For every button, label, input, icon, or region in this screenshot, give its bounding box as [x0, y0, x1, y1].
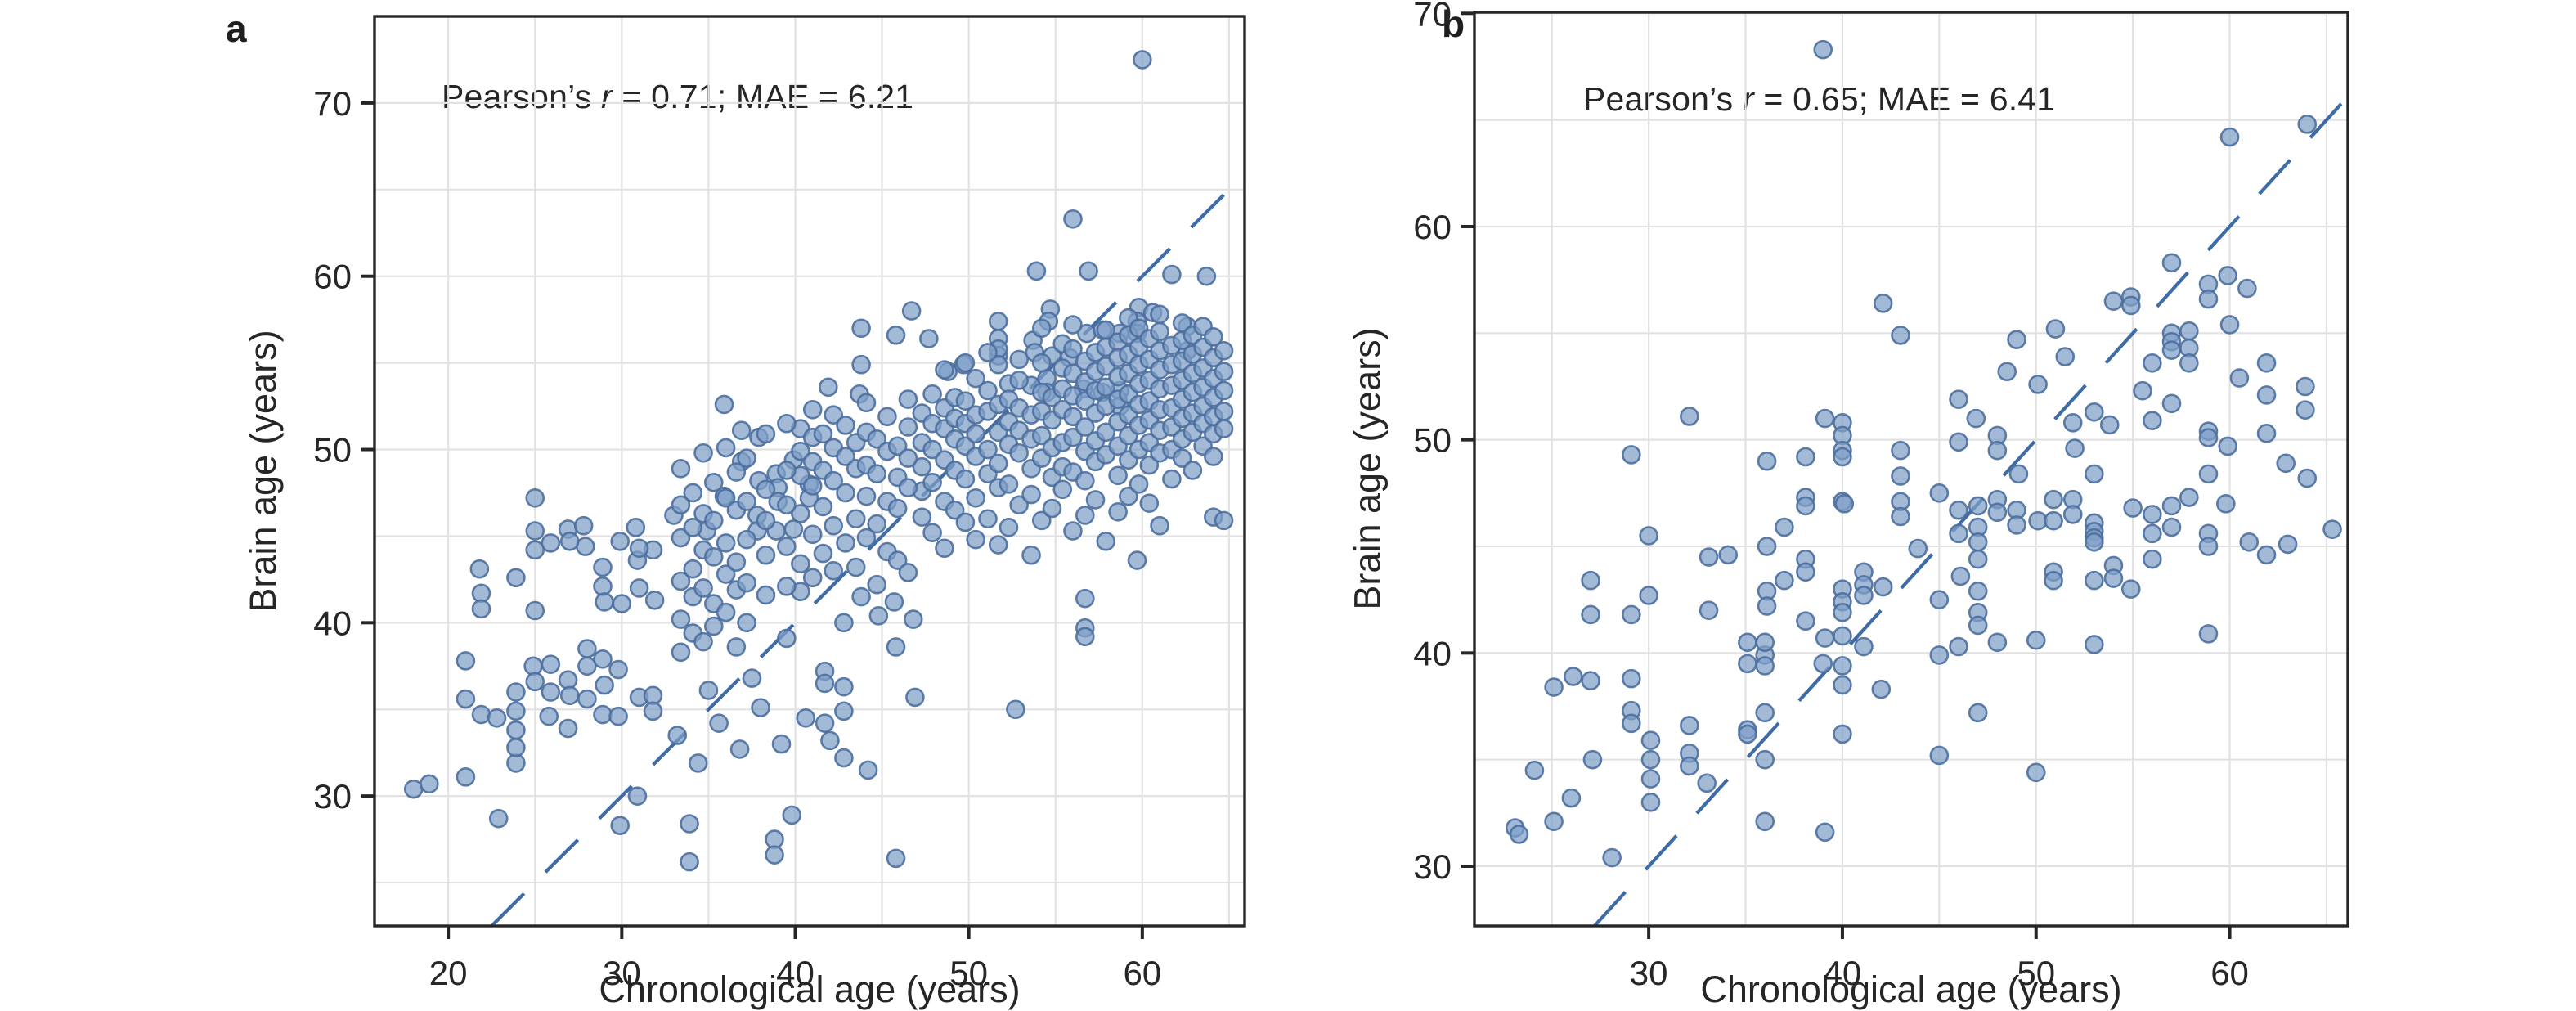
svg-text:50: 50: [949, 954, 988, 992]
panel-b-x-axis-title: Chronological age (years): [1700, 968, 2122, 1010]
svg-text:40: 40: [1824, 954, 1862, 992]
scatter-points: [403, 50, 1234, 872]
plot-canvas-a: 20 30 40 50 60 30 40 50 60 70: [313, 15, 1246, 992]
svg-text:40: 40: [776, 954, 815, 992]
annotation-values: = 0.65; MAE = 6.41: [1753, 80, 2056, 118]
annotation-prefix: Pearson’s: [442, 78, 601, 115]
svg-text:60: 60: [1413, 208, 1452, 246]
scatter-points: [1505, 39, 2342, 868]
svg-text:40: 40: [313, 604, 352, 642]
scatter-plot-b: 30 40 50 60 30 40 50 60 70: [1413, 0, 2349, 992]
svg-text:30: 30: [1413, 847, 1452, 886]
svg-text:70: 70: [1413, 0, 1452, 33]
svg-text:40: 40: [1413, 634, 1452, 672]
svg-text:30: 30: [1630, 954, 1668, 992]
panel-a-stats-annotation: Pearson’s r = 0.71; MAE = 6.21: [442, 78, 913, 116]
annotation-values: = 0.71; MAE = 6.21: [612, 78, 914, 115]
svg-text:50: 50: [313, 431, 352, 470]
svg-text:30: 30: [603, 954, 641, 992]
svg-text:50: 50: [1413, 421, 1452, 460]
pearson-r-symbol: r: [600, 78, 613, 115]
gridlines: [1474, 12, 2348, 926]
annotation-prefix: Pearson’s: [1583, 80, 1743, 118]
svg-text:20: 20: [429, 954, 468, 992]
panel-b-y-axis-title: Brain age (years): [1346, 327, 1389, 610]
panel-b-label: b: [1442, 2, 1465, 45]
axis-ticks: 20 30 40 50 60 30 40 50 60 70: [313, 84, 1161, 992]
svg-text:50: 50: [2017, 954, 2055, 992]
panel-a-label: a: [226, 7, 247, 50]
axis-ticks: 30 40 50 60 30 40 50 60 70: [1413, 0, 2249, 992]
panel-b-stats-annotation: Pearson’s r = 0.65; MAE = 6.41: [1583, 80, 2055, 119]
svg-text:70: 70: [313, 84, 352, 123]
panel-a-y-axis-title: Brain age (years): [242, 330, 284, 613]
svg-text:30: 30: [313, 777, 352, 816]
identity-line: [490, 173, 1246, 928]
panel-a-x-axis-title: Chronological age (years): [599, 968, 1021, 1010]
plot-canvas-b: 30 40 50 60 30 40 50 60 70: [1413, 0, 2349, 992]
svg-text:60: 60: [313, 258, 352, 296]
plot-frame: [1473, 11, 2349, 928]
plot-frame: [373, 15, 1246, 928]
svg-text:60: 60: [2210, 954, 2249, 992]
svg-text:60: 60: [1123, 954, 1161, 992]
scatter-plot-a: 20 30 40 50 60 30 40 50 60 70: [313, 15, 1246, 992]
